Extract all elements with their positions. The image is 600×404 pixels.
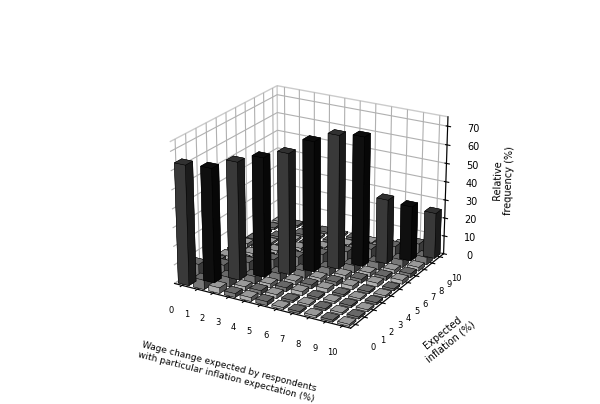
X-axis label: Wage change expected by respondents
with particular inflation expectation (%): Wage change expected by respondents with… [137, 340, 318, 404]
Y-axis label: Expected
inflation (%): Expected inflation (%) [416, 310, 477, 364]
